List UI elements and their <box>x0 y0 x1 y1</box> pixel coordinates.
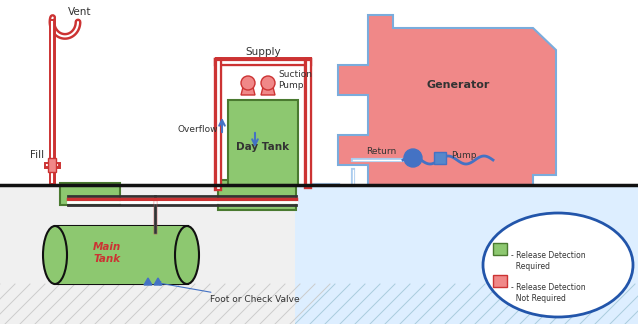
Text: - Release Detection
  Required: - Release Detection Required <box>511 251 586 271</box>
Ellipse shape <box>483 213 633 317</box>
Text: Suction
Pump: Suction Pump <box>278 70 312 90</box>
Text: Supply: Supply <box>245 47 281 57</box>
Circle shape <box>404 149 422 167</box>
Text: Generator: Generator <box>426 80 490 90</box>
Text: Overflow: Overflow <box>177 125 218 134</box>
Polygon shape <box>241 87 255 95</box>
Text: Vent: Vent <box>68 7 91 17</box>
Bar <box>55 226 188 284</box>
Circle shape <box>241 76 255 90</box>
Polygon shape <box>154 278 162 285</box>
Bar <box>295 185 638 324</box>
Polygon shape <box>261 87 275 95</box>
Bar <box>493 275 507 287</box>
Text: Return: Return <box>366 147 396 156</box>
Bar <box>48 158 56 172</box>
Bar <box>55 226 188 284</box>
Circle shape <box>261 76 275 90</box>
Bar <box>493 243 507 255</box>
Bar <box>434 152 446 164</box>
Text: Main
Tank: Main Tank <box>93 242 121 264</box>
Text: Pump: Pump <box>451 151 477 159</box>
Bar <box>228 100 298 185</box>
Text: Fill: Fill <box>30 150 44 160</box>
Polygon shape <box>338 15 556 185</box>
Text: - Release Detection
  Not Required: - Release Detection Not Required <box>511 283 586 303</box>
Ellipse shape <box>43 226 67 284</box>
Polygon shape <box>144 278 152 285</box>
FancyBboxPatch shape <box>218 180 296 210</box>
Ellipse shape <box>175 226 199 284</box>
Bar <box>0 185 295 324</box>
Text: Day Tank: Day Tank <box>237 142 290 152</box>
FancyBboxPatch shape <box>60 183 120 205</box>
Text: Foot or Check Valve: Foot or Check Valve <box>157 282 300 305</box>
